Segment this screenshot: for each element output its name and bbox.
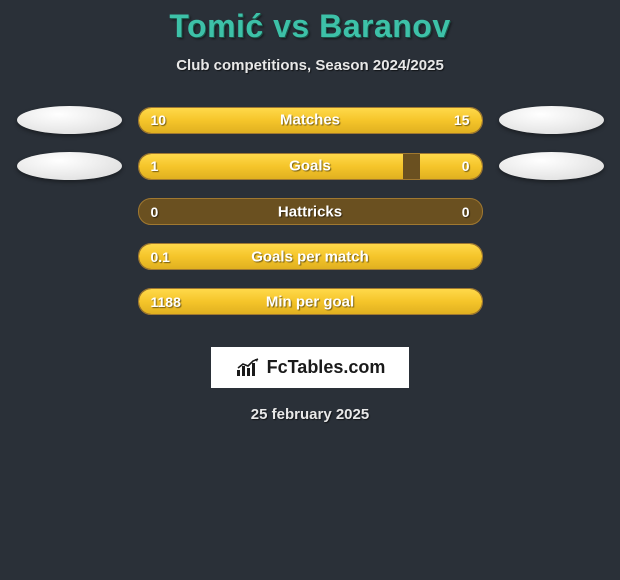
stat-label: Hattricks	[278, 203, 342, 220]
stat-value-left: 1	[151, 158, 159, 174]
stat-bar: 0.1 Goals per match	[138, 243, 483, 270]
stat-row: 0.1 Goals per match	[0, 243, 620, 270]
stat-value-right: 0	[462, 158, 470, 174]
stat-row: 0 Hattricks 0	[0, 198, 620, 225]
stat-row: 10 Matches 15	[0, 106, 620, 134]
stat-row: 1188 Min per goal	[0, 288, 620, 315]
stat-bar: 0 Hattricks 0	[138, 198, 483, 225]
stat-bar: 10 Matches 15	[138, 107, 483, 134]
bar-fill-right	[420, 154, 482, 179]
chart-icon	[235, 358, 261, 378]
stat-label: Goals per match	[251, 248, 369, 265]
stat-value-right: 0	[462, 204, 470, 220]
brand-badge: FcTables.com	[211, 347, 410, 388]
player-marker-left	[17, 152, 122, 180]
subtitle: Club competitions, Season 2024/2025	[0, 57, 620, 74]
stat-value-left: 1188	[151, 294, 181, 310]
stat-value-right: 15	[454, 112, 470, 128]
player-marker-right	[499, 152, 604, 180]
stat-value-left: 0.1	[151, 249, 170, 265]
stat-label: Matches	[280, 112, 340, 129]
stat-row: 1 Goals 0	[0, 152, 620, 180]
page-title: Tomić vs Baranov	[0, 8, 620, 45]
bars-container: 10 Matches 15 1 Goals 0 0 Hattricks 0 0.1 Goals pe…	[0, 106, 620, 315]
footer-date: 25 february 2025	[0, 406, 620, 423]
stat-label: Min per goal	[266, 293, 354, 310]
stat-label: Goals	[289, 158, 331, 175]
bar-fill-left	[139, 154, 403, 179]
player-marker-left	[17, 106, 122, 134]
stat-value-left: 0	[151, 204, 159, 220]
stat-value-left: 10	[151, 112, 167, 128]
stat-bar: 1 Goals 0	[138, 153, 483, 180]
comparison-infographic: Tomić vs Baranov Club competitions, Seas…	[0, 0, 620, 423]
stat-bar: 1188 Min per goal	[138, 288, 483, 315]
brand-text: FcTables.com	[267, 357, 386, 378]
player-marker-right	[499, 106, 604, 134]
